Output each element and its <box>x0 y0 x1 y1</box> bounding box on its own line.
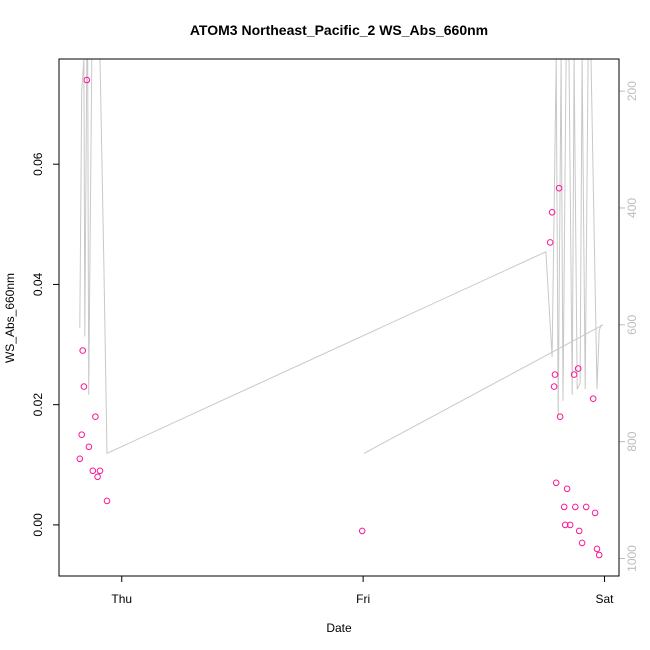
data-point <box>563 485 571 493</box>
data-point <box>595 551 603 559</box>
plot-area <box>76 59 604 559</box>
y-tick-label: 0.06 <box>31 152 45 176</box>
data-point <box>566 521 574 529</box>
data-point <box>85 443 93 451</box>
data-point <box>358 527 366 535</box>
chart-title: ATOM3 Northeast_Pacific_2 WS_Abs_660nm <box>190 22 488 38</box>
data-point <box>546 239 554 246</box>
left-y-axis: 0.00 0.02 0.04 0.06 <box>31 152 59 537</box>
data-point <box>589 395 597 403</box>
data-point <box>574 365 582 372</box>
data-point <box>582 503 590 511</box>
plot-frame <box>58 58 620 577</box>
data-point <box>575 527 583 535</box>
data-point <box>76 455 84 463</box>
y2-tick-label: 400 <box>625 198 639 218</box>
data-point <box>80 383 88 390</box>
data-point <box>92 413 99 421</box>
data-point <box>561 521 569 529</box>
data-point <box>593 545 601 553</box>
y-tick-label: 0.02 <box>31 393 45 417</box>
x-tick-label: Fri <box>356 592 370 606</box>
x-tick-label: Thu <box>111 592 132 606</box>
y2-tick-label: 1000 <box>625 545 639 572</box>
data-point <box>83 76 91 84</box>
y2-tick-label: 800 <box>625 431 639 451</box>
x-axis: Thu Fri Sat <box>111 576 614 606</box>
data-point <box>552 479 560 487</box>
x-axis-label: Date <box>326 621 352 635</box>
x-tick-label: Sat <box>596 592 615 606</box>
data-point <box>570 371 578 378</box>
data-point <box>79 347 86 354</box>
data-point <box>548 209 556 216</box>
data-point <box>89 467 97 475</box>
data-point <box>591 509 599 517</box>
y-axis-label: WS_Abs_660nm <box>3 273 17 363</box>
data-point <box>78 431 85 439</box>
data-point <box>94 473 101 481</box>
data-point <box>103 497 111 505</box>
data-point <box>550 383 558 390</box>
data-point <box>560 503 568 511</box>
y2-tick-label: 200 <box>625 81 639 101</box>
series-line-1 <box>79 59 602 455</box>
y-tick-label: 0.00 <box>31 513 45 537</box>
data-point <box>578 539 586 547</box>
y-tick-label: 0.04 <box>31 272 45 296</box>
data-point <box>556 413 564 421</box>
series-line-2 <box>363 324 604 454</box>
data-point <box>555 184 563 192</box>
right-y-axis: 200 400 600 800 1000 <box>619 81 639 572</box>
y2-tick-label: 600 <box>625 314 639 334</box>
data-point <box>96 467 104 475</box>
data-point <box>572 503 579 511</box>
data-point <box>551 371 559 378</box>
